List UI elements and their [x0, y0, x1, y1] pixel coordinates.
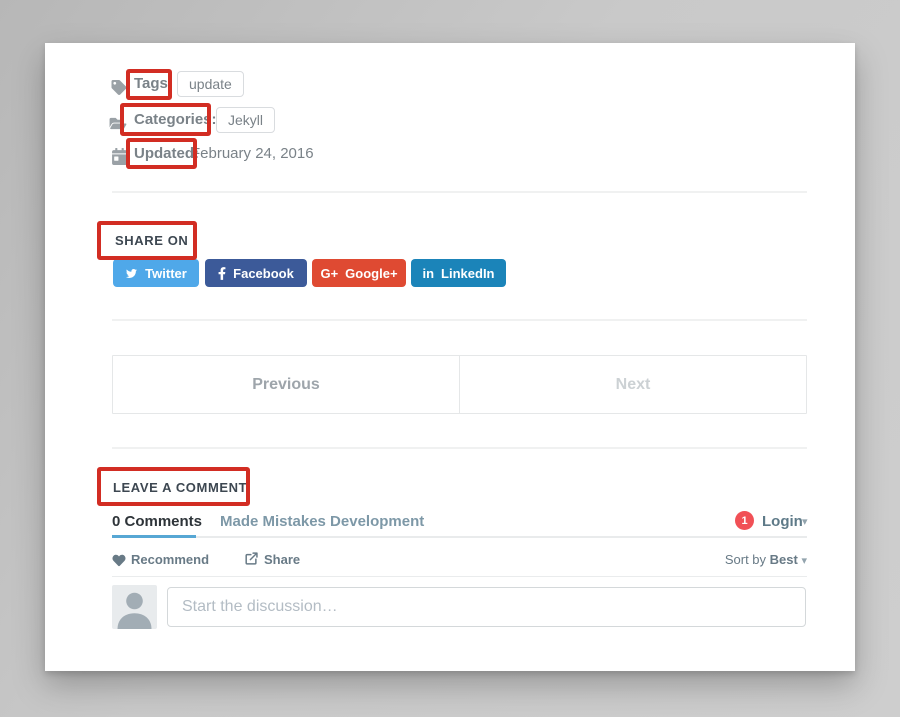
recommend-button[interactable]: Recommend [131, 552, 210, 567]
previous-post-button[interactable]: Previous [113, 356, 460, 413]
sort-by-dropdown[interactable]: Sort by Best [725, 552, 807, 567]
divider [112, 191, 807, 193]
login-button[interactable]: Login [762, 513, 803, 530]
login-notification-badge[interactable]: 1 [735, 511, 754, 530]
chevron-down-icon[interactable] [802, 515, 808, 528]
share-twitter-button[interactable]: Twitter [113, 259, 199, 287]
share-thread-button[interactable]: Share [264, 552, 301, 567]
share-button-label: Facebook [233, 265, 294, 281]
folder-open-icon [109, 117, 127, 130]
comments-count-tab[interactable]: 0 Comments [112, 513, 203, 530]
share-facebook-button[interactable]: Facebook [205, 259, 307, 287]
divider [112, 447, 807, 449]
person-icon [117, 592, 152, 629]
categories-label: Categories: [134, 111, 217, 128]
post-footer-card: Tags: update Categories: Jekyll Updated:… [45, 43, 855, 671]
tag-chip-update[interactable]: update [177, 71, 244, 97]
google-plus-icon: G+ [320, 265, 339, 281]
share-button-label: Google+ [345, 265, 398, 281]
chevron-down-icon [801, 555, 807, 567]
comments-header-rule [112, 536, 807, 538]
divider [112, 576, 807, 577]
facebook-icon [218, 266, 226, 280]
share-on-heading: SHARE ON [115, 233, 189, 248]
community-name-tab[interactable]: Made Mistakes Development [220, 513, 425, 530]
share-google-plus-button[interactable]: G+ Google+ [312, 259, 406, 287]
updated-label: Updated: [134, 145, 199, 162]
next-post-button[interactable]: Next [615, 375, 651, 393]
avatar [112, 585, 157, 629]
share-linkedin-button[interactable]: in LinkedIn [411, 259, 506, 287]
linkedin-icon: in [422, 265, 435, 281]
calendar-icon [112, 148, 127, 165]
comment-input[interactable] [167, 587, 806, 627]
post-pagination: Previous Next [112, 355, 807, 414]
sort-by-value: Best [769, 552, 798, 567]
share-button-label: LinkedIn [441, 265, 495, 281]
leave-a-comment-heading: LEAVE A COMMENT [113, 480, 248, 495]
tag-icon [111, 80, 127, 95]
twitter-icon [126, 268, 138, 278]
tags-label: Tags: [134, 75, 173, 92]
badge-count: 1 [741, 514, 748, 527]
category-chip-jekyll[interactable]: Jekyll [216, 107, 276, 133]
active-tab-indicator [112, 535, 196, 538]
share-icon [245, 552, 258, 565]
share-button-label: Twitter [145, 265, 187, 281]
sort-by-label: Sort by [724, 552, 767, 567]
heart-icon [112, 554, 126, 567]
updated-date: February 24, 2016 [191, 145, 314, 162]
divider [112, 319, 807, 321]
